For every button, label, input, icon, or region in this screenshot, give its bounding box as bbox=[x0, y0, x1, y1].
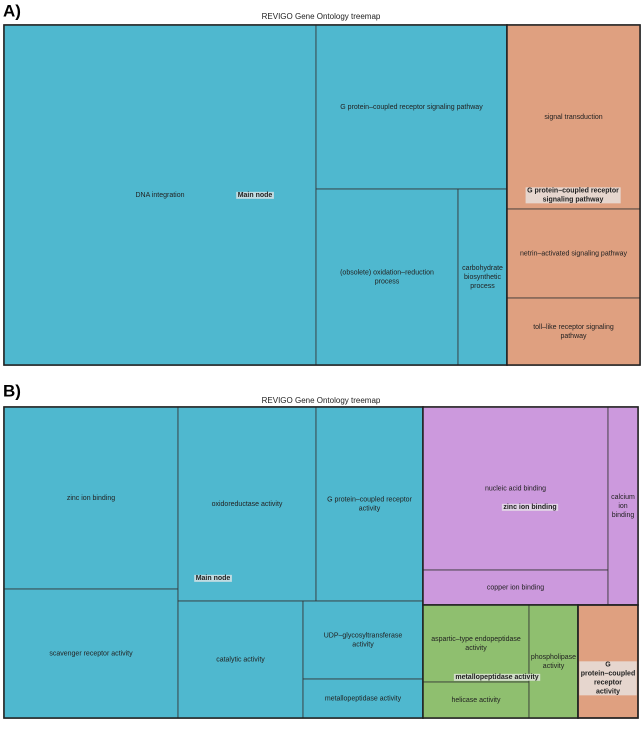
group-outline bbox=[577, 604, 639, 719]
treemap-cell bbox=[3, 588, 179, 719]
treemap-cell bbox=[506, 297, 641, 366]
treemap-cell bbox=[422, 569, 609, 606]
cell-label: metallopeptidase activity bbox=[325, 695, 402, 702]
panel-label: A) bbox=[3, 1, 21, 20]
treemap-cell bbox=[3, 406, 179, 590]
group-label: Main node bbox=[196, 575, 231, 582]
treemap-cell bbox=[177, 406, 317, 602]
treemap-cell bbox=[506, 208, 641, 299]
cell-label: G protein–coupled receptor signaling pat… bbox=[340, 104, 483, 111]
cell-label: signal transduction bbox=[544, 114, 602, 121]
cell-label: (obsolete) oxidation–reduction process bbox=[340, 269, 434, 285]
cell-label: scavenger receptor activity bbox=[49, 650, 133, 657]
group-label-bg bbox=[194, 574, 232, 582]
panel-label: B) bbox=[3, 381, 21, 400]
cell-label: helicase activity bbox=[451, 697, 501, 704]
group-label: zinc ion binding bbox=[503, 504, 556, 511]
treemap-cell bbox=[315, 188, 459, 366]
group-label-bg bbox=[579, 661, 637, 696]
group-label-bg bbox=[501, 503, 559, 511]
cell-label: G protein–coupled receptor activity bbox=[327, 496, 412, 512]
treemap-cell bbox=[302, 678, 424, 719]
treemap-cell bbox=[528, 604, 579, 719]
cell-label: nucleic acid binding bbox=[485, 485, 546, 492]
panel-title: REVIGO Gene Ontology treemap bbox=[262, 396, 381, 405]
cell-label: DNA integration bbox=[135, 192, 184, 199]
panel: A) REVIGO Gene Ontology treemap DNA integr… bbox=[3, 1, 641, 366]
group-label-bg bbox=[236, 191, 274, 199]
group-outline bbox=[506, 24, 641, 366]
cell-label: toll–like receptor signaling pathway bbox=[533, 324, 614, 340]
cell-label: netrin–activated signaling pathway bbox=[520, 250, 628, 257]
cell-label: aspartic–type endopeptidase activity bbox=[431, 636, 521, 652]
cell-label: UDP–glycosyltransferase activity bbox=[324, 632, 403, 648]
panel-title: REVIGO Gene Ontology treemap bbox=[262, 12, 381, 21]
group-label: G protein–coupled receptor signaling path… bbox=[527, 187, 619, 203]
cell-label: copper ion binding bbox=[487, 584, 544, 591]
cell-label: oxidoreductase activity bbox=[212, 501, 283, 508]
treemap-cell bbox=[457, 188, 508, 366]
cell-label: catalytic activity bbox=[216, 656, 265, 663]
treemap-cell bbox=[422, 604, 530, 683]
group-label: metallopeptidase activity bbox=[455, 674, 538, 681]
cell-label: phospholipase activity bbox=[531, 654, 576, 670]
panel: B) REVIGO Gene Ontology treemap zinc ion b… bbox=[3, 381, 639, 719]
cell-label: zinc ion binding bbox=[67, 495, 115, 502]
treemap-cell bbox=[315, 406, 424, 602]
cell-label: calcium ion binding bbox=[611, 494, 635, 519]
group-label-bg bbox=[525, 187, 621, 204]
treemap-cell bbox=[302, 600, 424, 680]
group-label: Main node bbox=[238, 192, 273, 199]
group-label-bg bbox=[453, 673, 541, 681]
treemap-cell bbox=[506, 24, 641, 210]
cell-label: carbohydrate biosynthetic process bbox=[462, 265, 503, 290]
